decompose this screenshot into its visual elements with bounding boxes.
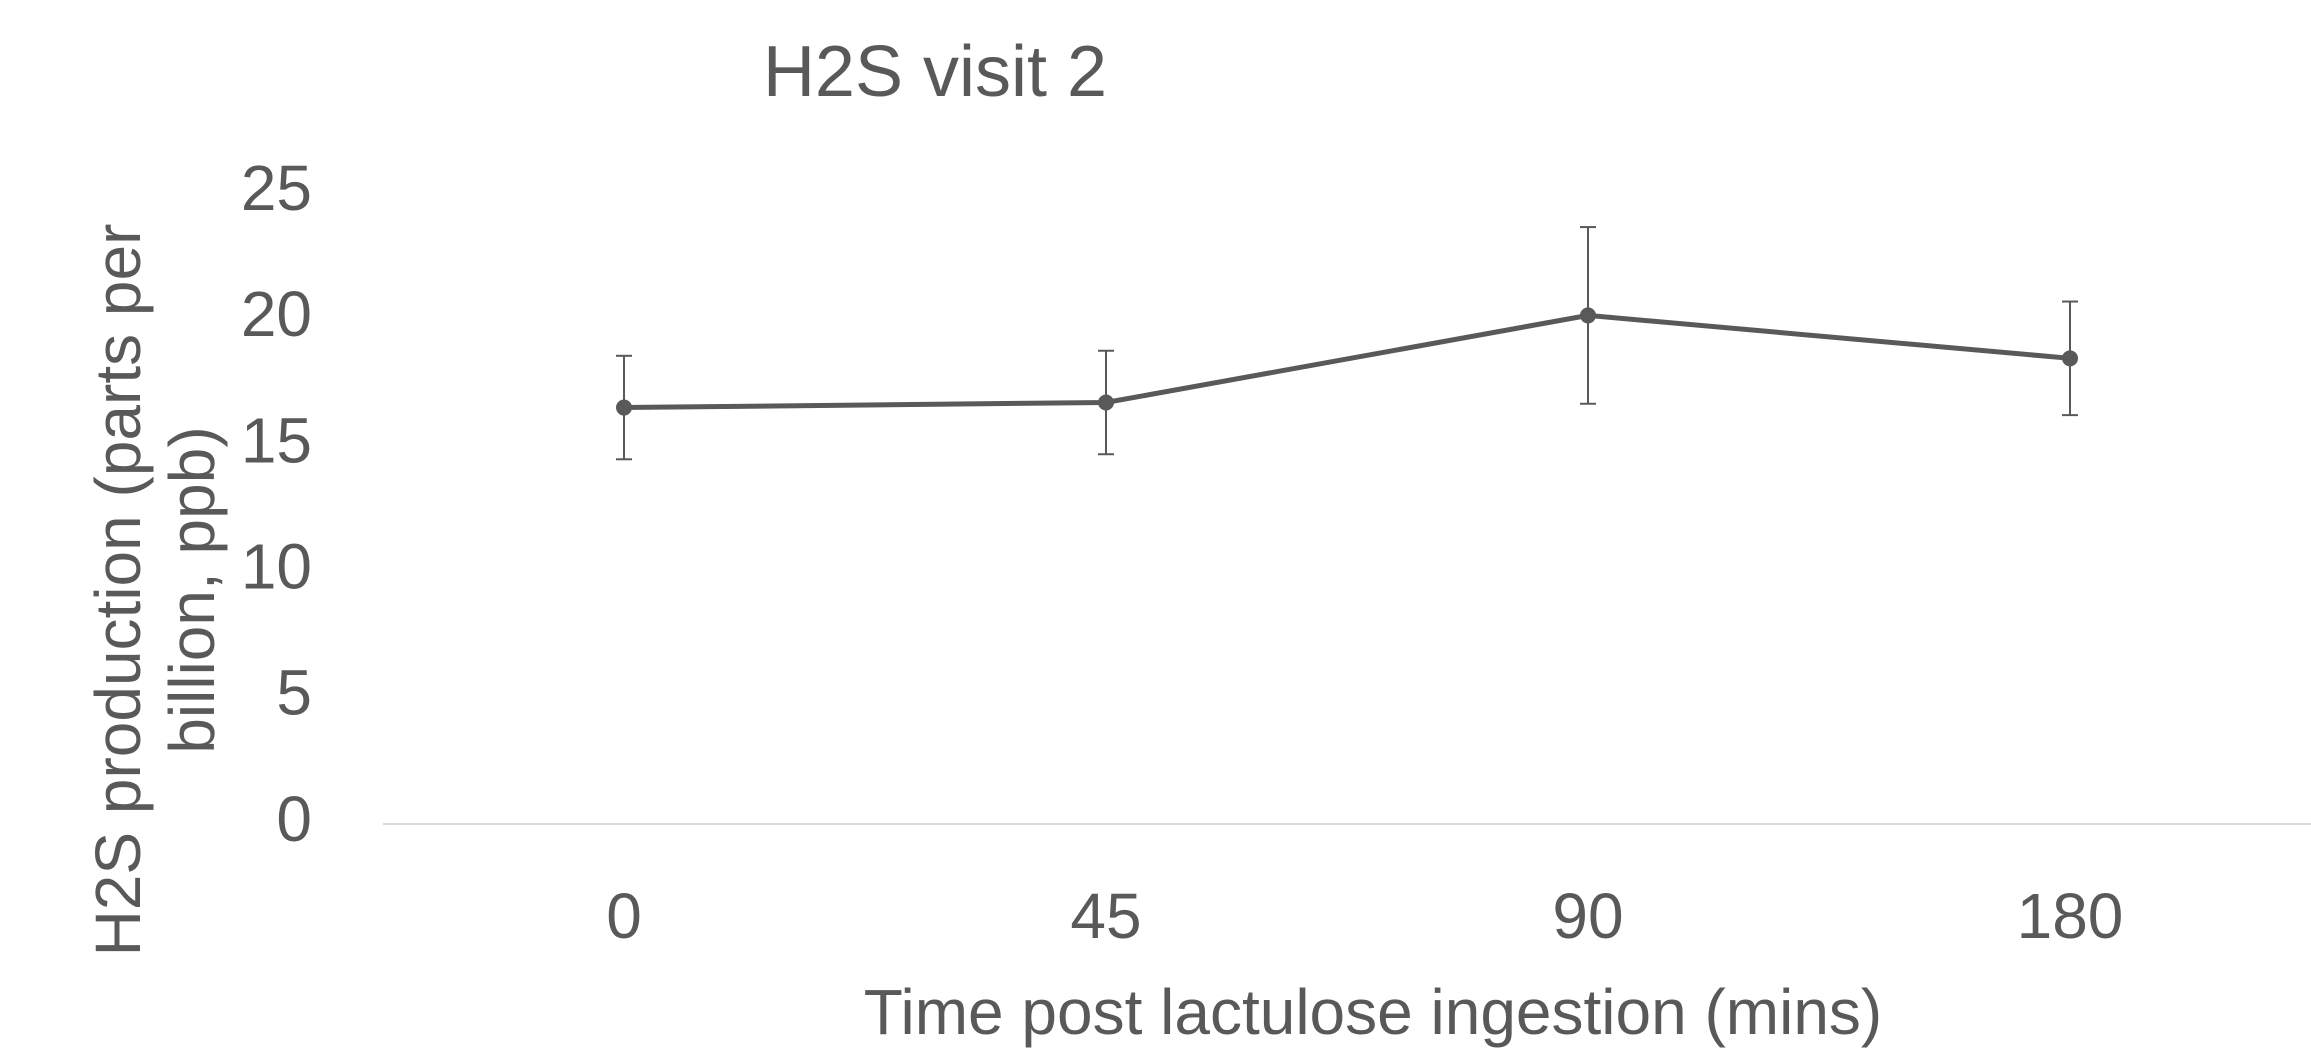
y-tick-label: 5 bbox=[276, 657, 312, 729]
x-tick-label: 45 bbox=[1070, 880, 1141, 952]
y-tick-label: 20 bbox=[241, 278, 312, 350]
y-tick-label: 0 bbox=[276, 783, 312, 855]
x-tick-label: 90 bbox=[1552, 880, 1623, 952]
data-point bbox=[1580, 307, 1596, 324]
y-tick-label: 10 bbox=[241, 531, 312, 603]
data-point bbox=[1098, 394, 1114, 411]
y-axis-title: H2S production (parts per billion, ppb) bbox=[82, 223, 228, 957]
data-point bbox=[2062, 350, 2078, 367]
x-tick-label: 0 bbox=[606, 880, 642, 952]
chart-title: H2S visit 2 bbox=[763, 32, 1107, 112]
x-axis-title: Time post lactulose ingestion (mins) bbox=[864, 976, 1882, 1048]
data-line bbox=[623, 312, 2071, 411]
data-point bbox=[616, 399, 632, 416]
y-tick-label: 15 bbox=[241, 404, 312, 476]
x-tick-label: 180 bbox=[2017, 880, 2124, 952]
y-tick-label: 25 bbox=[241, 152, 312, 224]
